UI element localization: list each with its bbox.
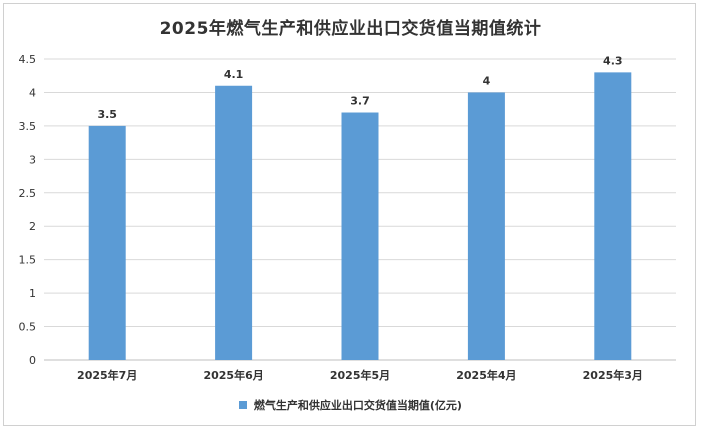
bar: [341, 112, 379, 360]
data-labels: 3.5 4.1 3.7 4 4.3: [97, 54, 622, 121]
data-label: 4: [483, 74, 491, 87]
y-tick-label: 2.5: [19, 187, 37, 200]
y-tick-label: 2: [29, 220, 36, 233]
x-tick-label: 2025年5月: [330, 368, 390, 382]
bar: [467, 92, 505, 360]
data-label: 3.7: [350, 95, 370, 108]
x-tick-label: 2025年6月: [203, 368, 263, 382]
data-label: 3.5: [97, 108, 117, 121]
y-tick-label: 1: [29, 287, 36, 300]
bar: [215, 85, 253, 360]
x-tick-label: 2025年3月: [583, 368, 643, 382]
y-tick-label: 0: [29, 354, 36, 367]
y-tick-label: 3.5: [19, 120, 37, 133]
data-label: 4.3: [603, 54, 623, 67]
x-axis: 2025年7月 2025年6月 2025年5月 2025年4月 2025年3月: [77, 368, 643, 382]
y-tick-label: 4.5: [19, 53, 37, 66]
legend: 燃气生产和供应业出口交货值当期值(亿元): [0, 397, 701, 413]
bars: [88, 72, 632, 360]
y-axis: 0 0.5 1 1.5 2 2.5 3 3.5 4 4.5: [19, 53, 37, 367]
x-tick-label: 2025年4月: [456, 368, 516, 382]
y-tick-label: 3: [29, 153, 36, 166]
y-tick-label: 0.5: [19, 321, 37, 334]
legend-label: 燃气生产和供应业出口交货值当期值(亿元): [253, 399, 462, 412]
x-tick-label: 2025年7月: [77, 368, 137, 382]
legend-swatch: [239, 401, 248, 409]
bar: [594, 72, 632, 360]
bar: [88, 125, 126, 360]
y-tick-label: 4: [29, 86, 36, 99]
data-label: 4.1: [224, 68, 244, 81]
y-tick-label: 1.5: [19, 254, 37, 267]
chart-title: 2025年燃气生产和供应业出口交货值当期值统计: [159, 19, 542, 39]
